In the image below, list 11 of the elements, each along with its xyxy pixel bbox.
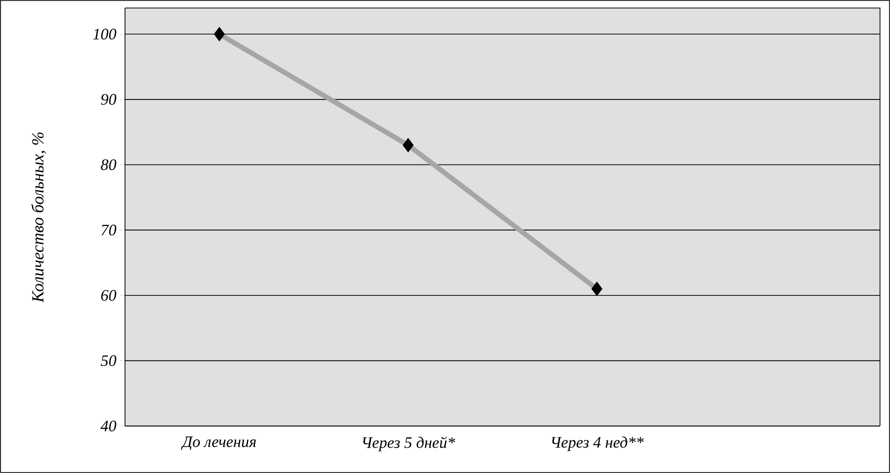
x-tick-label: Через 4 нед** [552, 436, 644, 451]
y-tick-label: 60 [101, 290, 116, 301]
x-tick-label: Через 5 дней* [362, 436, 456, 452]
x-tick-label: До лечения [180, 436, 256, 450]
y-axis-title: Количество больных, % [31, 132, 46, 303]
y-tick-label: 40 [100, 420, 116, 432]
y-tick-label: 80 [100, 159, 116, 170]
y-tick-label: 90 [101, 94, 116, 105]
y-tick-label: 70 [101, 224, 116, 236]
y-tick-label: 100 [93, 28, 116, 40]
y-tick-label: 50 [100, 355, 116, 366]
